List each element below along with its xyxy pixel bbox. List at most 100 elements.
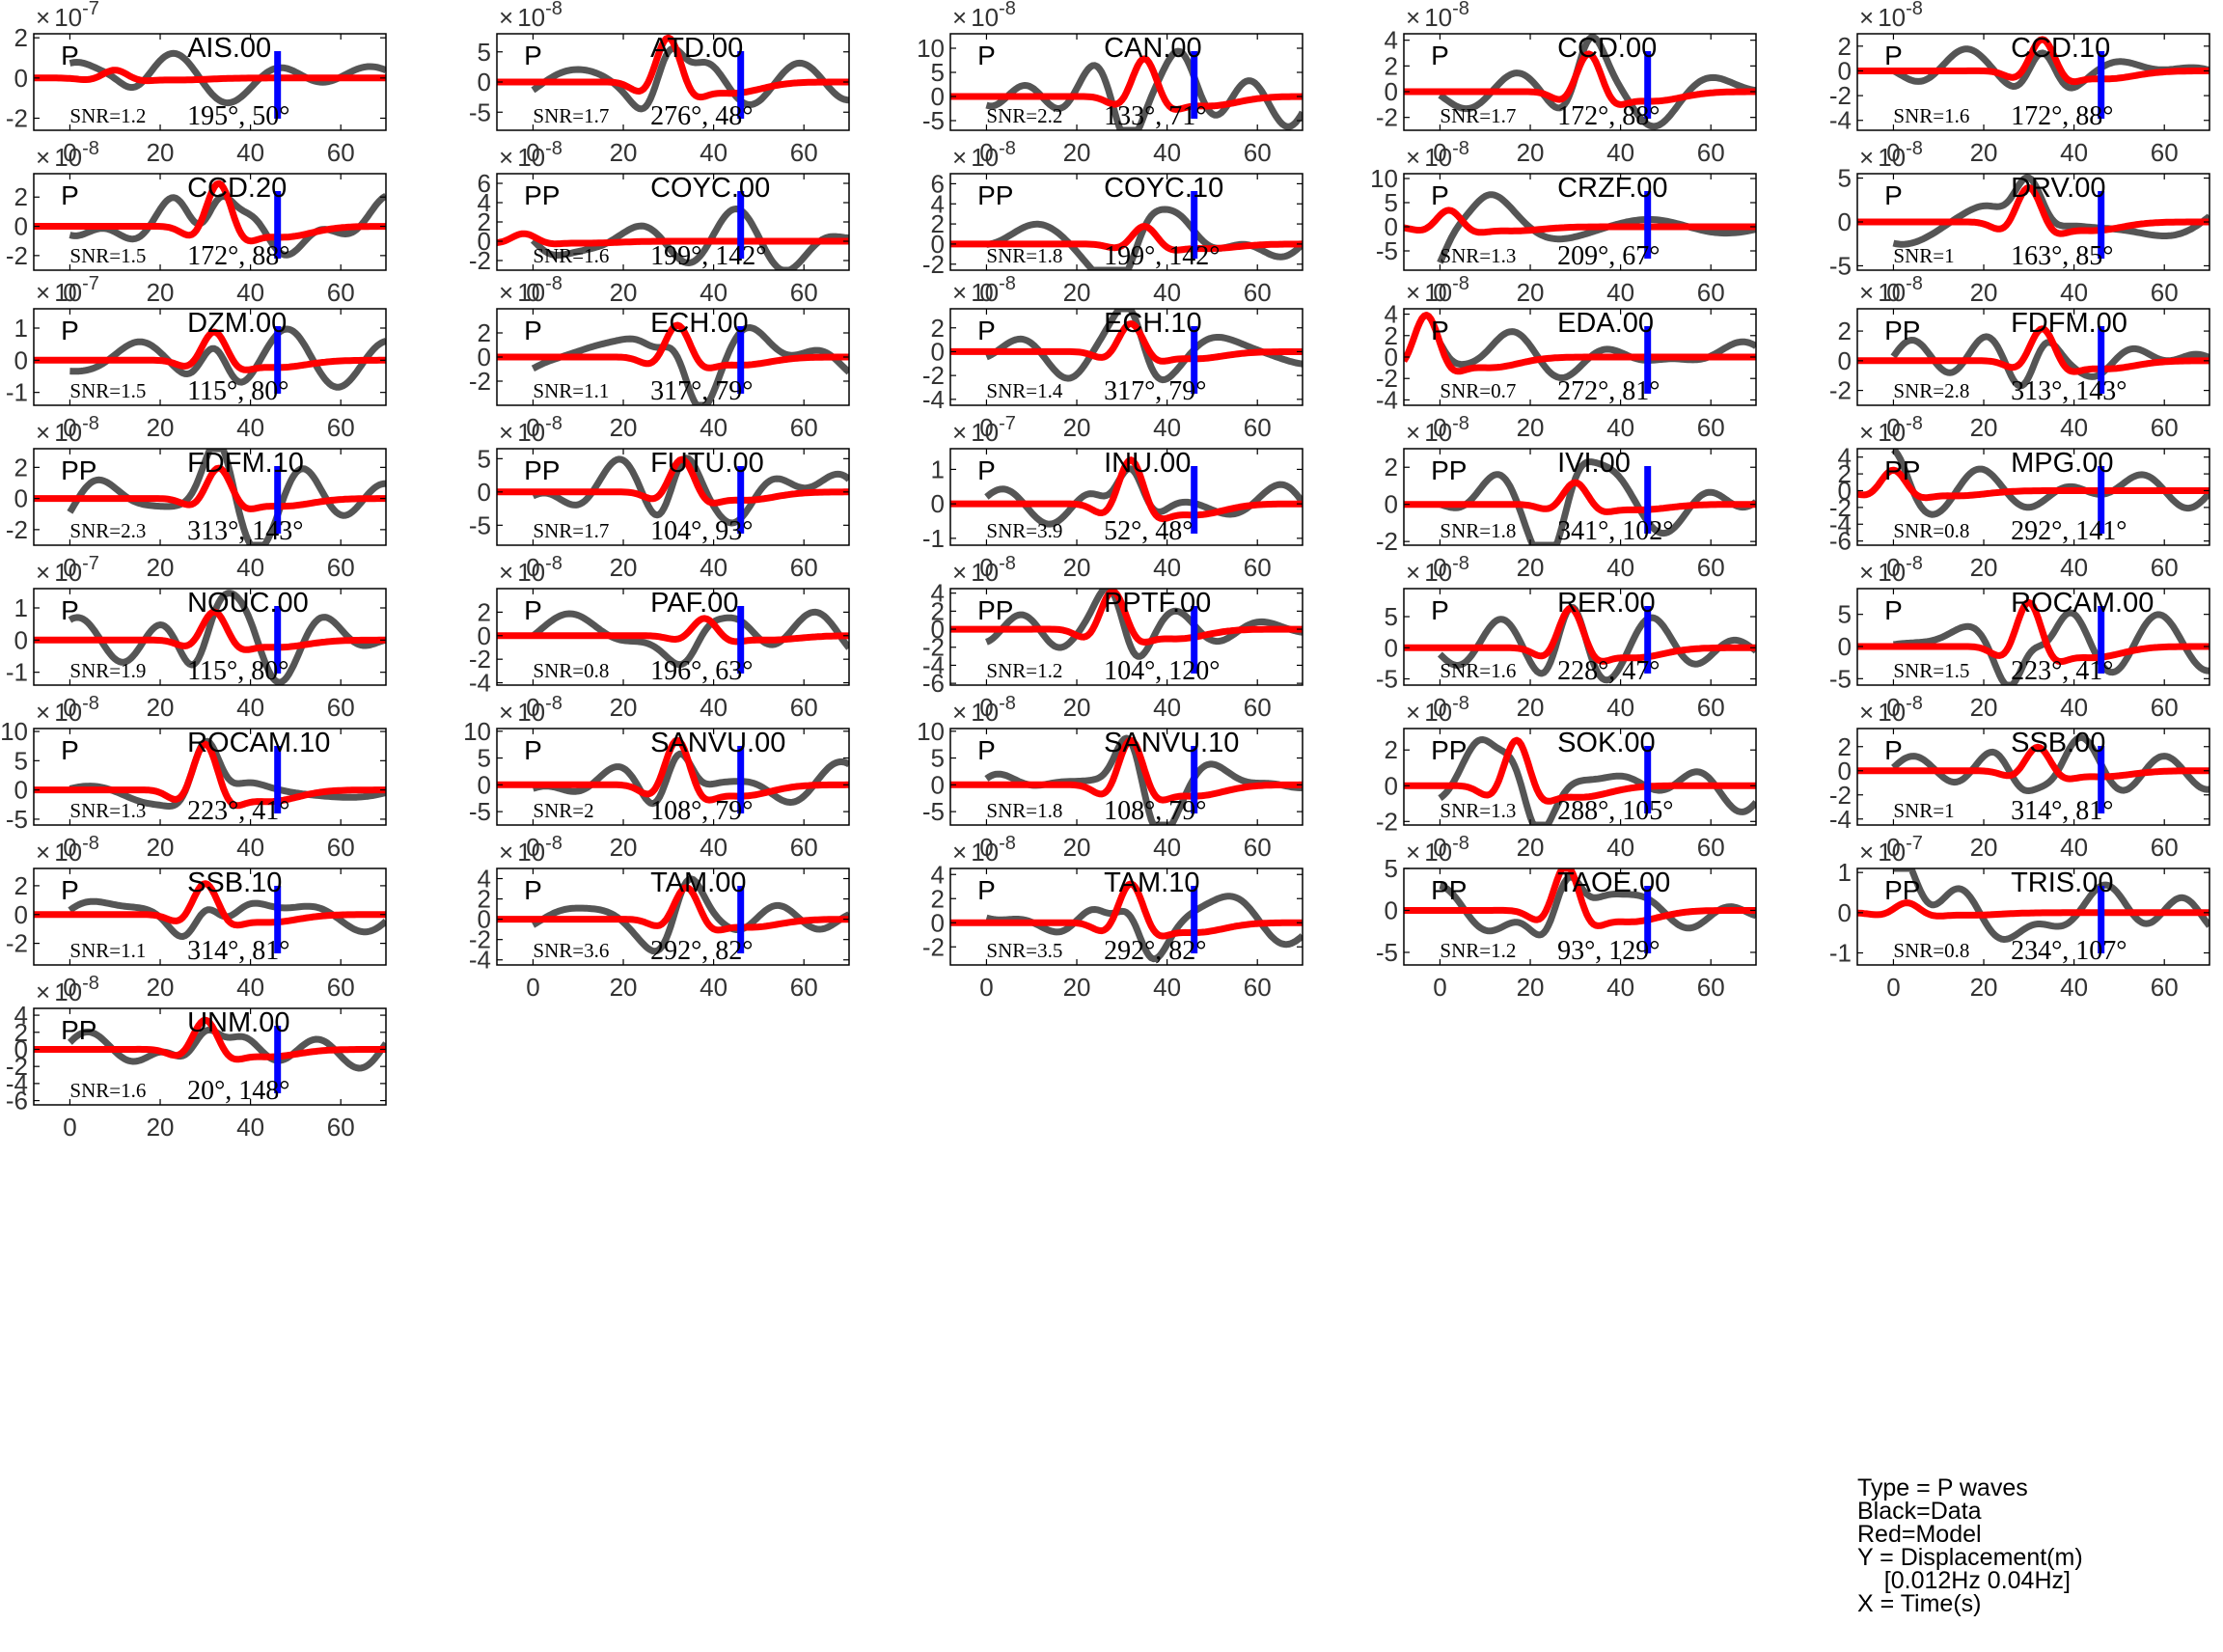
exponent-base: 10 — [1878, 278, 1906, 307]
y-tick-label: -6 — [6, 1087, 28, 1115]
exponent-label: × 10-8 — [36, 693, 99, 727]
x-tick-label: 40 — [236, 973, 264, 1002]
azimuth-distance-label: 276°, 48° — [650, 101, 753, 131]
snr-label: SNR=1.4 — [986, 379, 1062, 402]
exponent-label: × 10-8 — [1859, 138, 1923, 172]
phase-label: PP — [61, 1015, 96, 1045]
azimuth-distance-label: 195°, 50° — [187, 101, 289, 131]
y-tick-label: 0 — [478, 68, 491, 96]
snr-label: SNR=1.3 — [1440, 244, 1516, 267]
azimuth-distance-label: 199°, 142° — [1104, 241, 1220, 271]
exponent-base: 10 — [54, 143, 82, 172]
x-tick-label: 0 — [526, 278, 539, 307]
data-trace — [1439, 458, 1756, 545]
y-tick-label: -4 — [1376, 385, 1398, 414]
y-tick-label: 0 — [1838, 898, 1852, 927]
legend-x-axis: X = Time(s) — [1857, 1590, 1982, 1617]
exponent-base: 10 — [1424, 558, 1452, 587]
x-tick-label: 20 — [610, 833, 638, 862]
x-tick-label: 20 — [1517, 278, 1545, 307]
phase-label: P — [1884, 735, 1903, 765]
y-tick-label: 10 — [917, 717, 945, 746]
exponent-label: × 10-8 — [499, 553, 563, 587]
exponent-power: -7 — [82, 553, 99, 574]
data-trace — [1892, 609, 2209, 685]
x-tick-label: 20 — [1970, 413, 1998, 442]
x-tick-label: 20 — [1063, 278, 1091, 307]
y-tick-label: 0 — [1838, 632, 1852, 661]
exponent-power: -8 — [82, 413, 99, 434]
x-tick-label: 0 — [526, 833, 539, 862]
station-label: TAM.00 — [650, 867, 746, 898]
y-tick-label: 0 — [478, 227, 491, 256]
y-tick-label: 2 — [1838, 459, 1852, 488]
exponent-base: 10 — [1878, 3, 1906, 32]
x-tick-label: 60 — [327, 553, 355, 582]
station-label: ECH.10 — [1104, 308, 1202, 339]
model-trace — [950, 223, 1303, 254]
station-label: MPG.00 — [2011, 448, 2113, 479]
axes-frame — [496, 728, 850, 826]
azimuth-distance-label: 209°, 67° — [1557, 241, 1660, 271]
x-tick-label: 0 — [1886, 278, 1900, 307]
y-tick-label: -5 — [469, 797, 491, 826]
exponent-base: 10 — [1878, 558, 1906, 587]
y-tick-label: 4 — [931, 579, 945, 608]
exponent-power: -8 — [1452, 413, 1469, 434]
x-tick-label: 40 — [1606, 833, 1634, 862]
azimuth-distance-label: 172°, 88° — [1557, 101, 1660, 131]
x-tick-label: 0 — [1886, 833, 1900, 862]
x-tick-label: 40 — [2060, 973, 2088, 1002]
model-trace — [34, 740, 386, 810]
x-tick-label: 0 — [63, 138, 76, 167]
model-trace — [950, 589, 1303, 646]
x-tick-label: 20 — [147, 413, 175, 442]
exponent-label: × 10-8 — [36, 973, 99, 1006]
y-tick-label: -2 — [1829, 81, 1852, 110]
x-tick-label: 20 — [147, 693, 175, 722]
x-tick-label: 60 — [790, 833, 818, 862]
exponent-power: -8 — [1906, 693, 1923, 714]
exponent-label: × 10-8 — [36, 833, 99, 867]
exponent-label: × 10-8 — [499, 138, 563, 172]
exponent-power: -8 — [82, 138, 99, 159]
y-tick-label: 1 — [14, 593, 28, 622]
x-tick-label: 60 — [1244, 278, 1272, 307]
x-tick-label: 40 — [1606, 693, 1634, 722]
snr-label: SNR=2.3 — [69, 519, 146, 542]
data-trace — [531, 608, 849, 669]
exponent-power: -7 — [1906, 833, 1923, 854]
y-tick-label: 0 — [931, 230, 945, 259]
axes-frame — [33, 173, 387, 271]
exponent-base: 10 — [517, 558, 545, 587]
y-tick-label: 4 — [1838, 443, 1852, 472]
x-tick-label: 60 — [790, 693, 818, 722]
station-label: SSB.10 — [187, 867, 282, 898]
model-trace — [1857, 325, 2209, 375]
x-tick-label: 40 — [1606, 553, 1634, 582]
x-tick-label: 40 — [1153, 973, 1181, 1002]
model-trace — [497, 884, 849, 934]
phase-label: P — [977, 455, 996, 485]
axes-frame — [949, 33, 1304, 131]
azimuth-distance-label: 199°, 142° — [650, 241, 766, 271]
azimuth-distance-label: 115°, 80° — [187, 656, 288, 686]
station-label: SANVU.10 — [1104, 728, 1239, 758]
data-trace — [67, 449, 386, 545]
model-trace — [497, 736, 849, 804]
x-tick-label: 60 — [2151, 693, 2179, 722]
azimuth-distance-label: 104°, 120° — [1104, 656, 1220, 686]
snr-label: SNR=1.1 — [533, 379, 609, 402]
x-tick-label: 20 — [1063, 833, 1091, 862]
y-tick-label: -5 — [1829, 251, 1852, 280]
axes-frame — [949, 448, 1304, 546]
y-tick-label: -2 — [1829, 493, 1852, 522]
phase-label: P — [977, 875, 996, 905]
y-tick-label: 5 — [478, 444, 491, 473]
y-tick-label: -5 — [1376, 665, 1398, 694]
exponent-power: -8 — [1452, 138, 1469, 159]
